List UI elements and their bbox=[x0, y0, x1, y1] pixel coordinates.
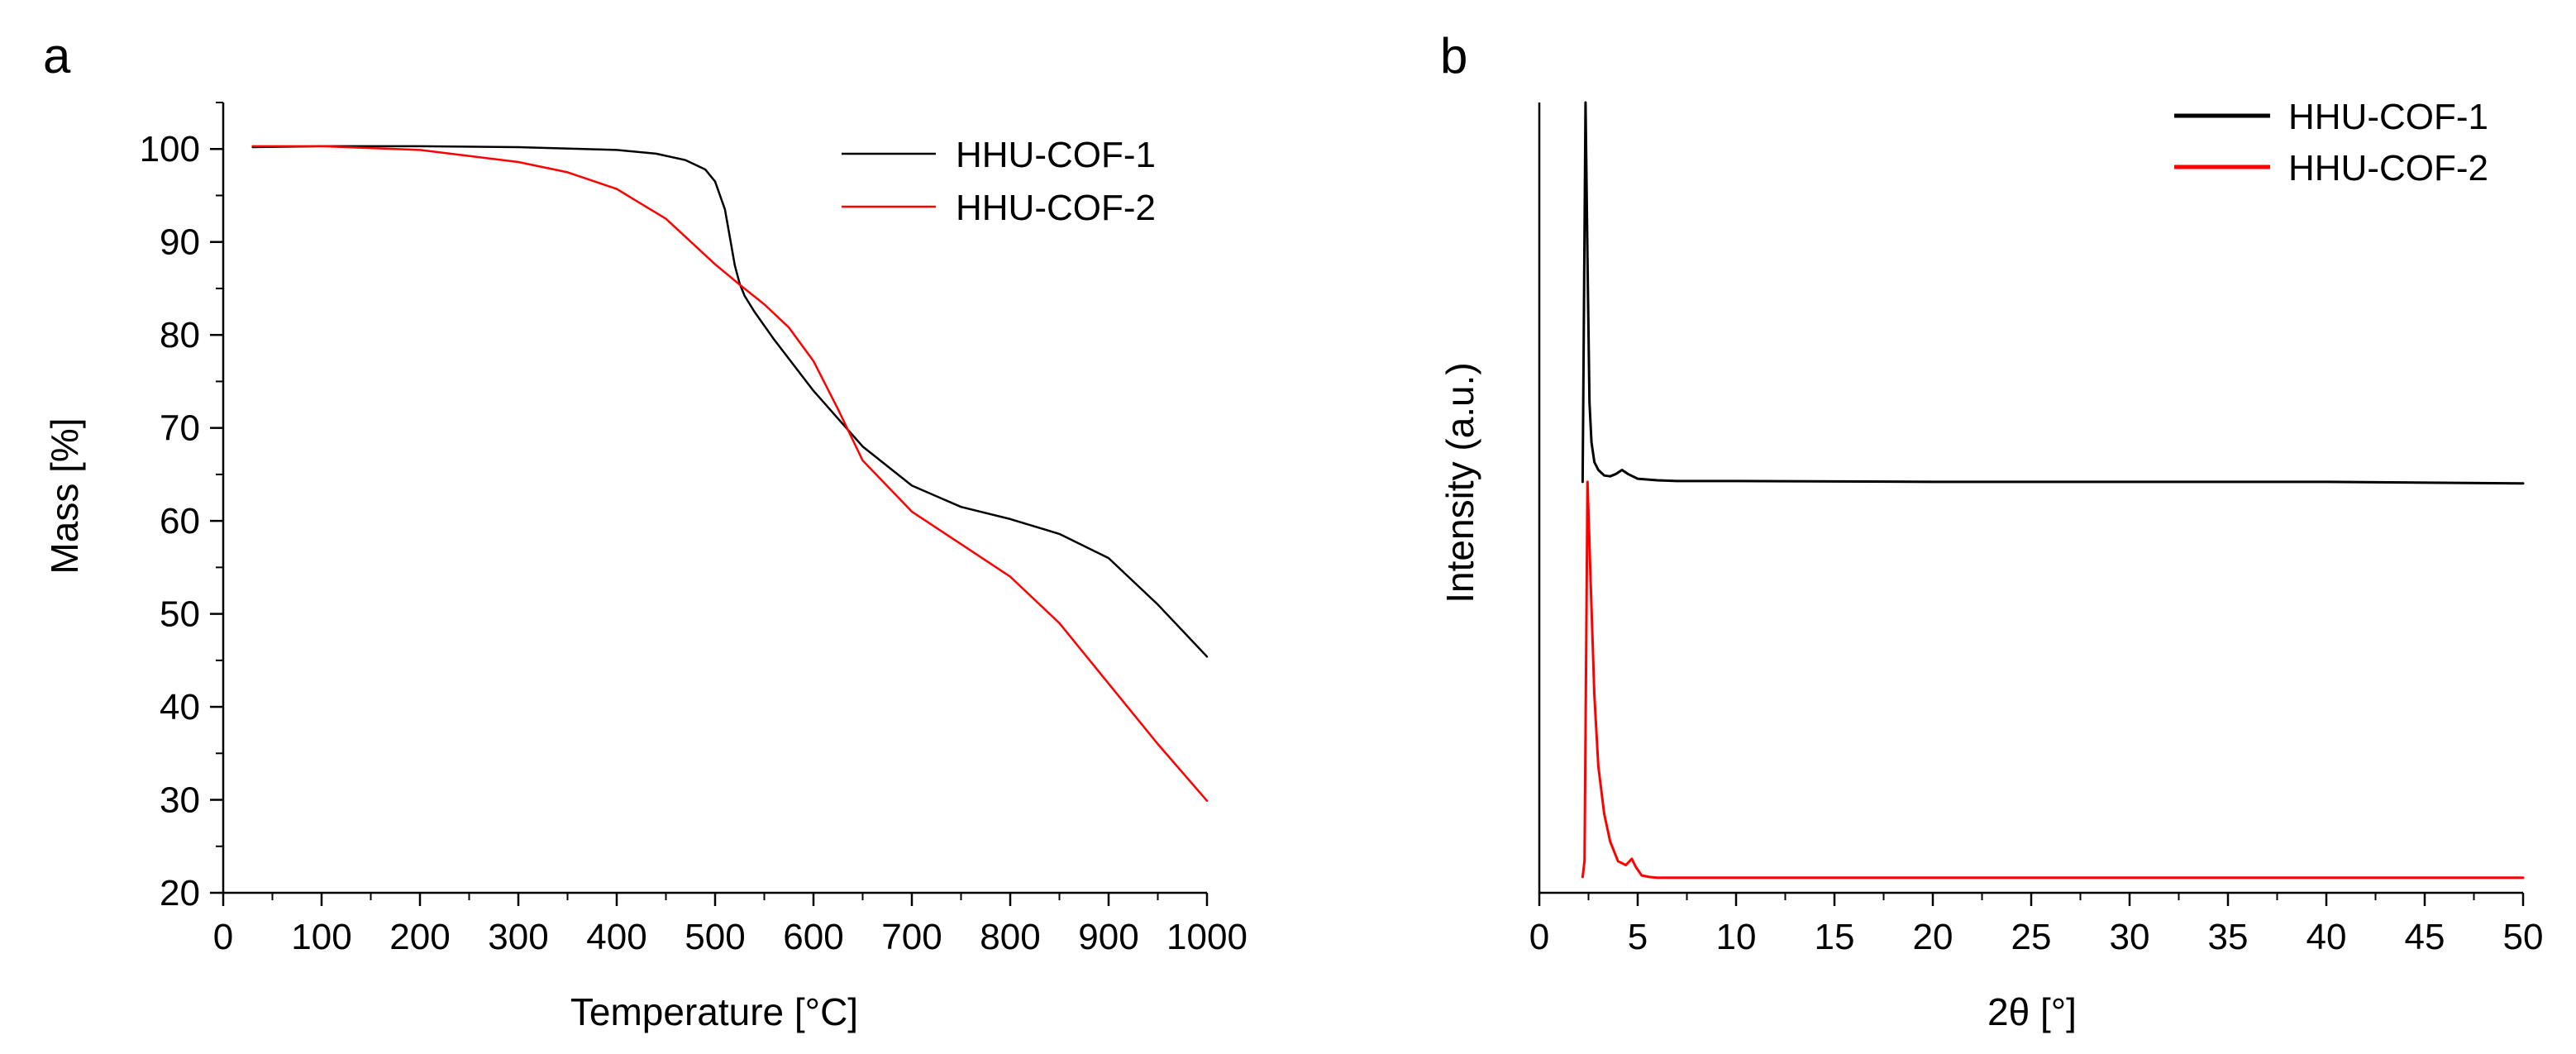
panel-a-plot-area bbox=[251, 145, 1209, 802]
panel-a-y-tick-label: 20 bbox=[160, 873, 200, 913]
panel-a-letter: a bbox=[43, 28, 71, 83]
panel-b-x-tick-label: 50 bbox=[2503, 917, 2544, 957]
panel-a-y-axis-label: Mass [%] bbox=[43, 417, 86, 574]
panel-b-x-tick-label: 5 bbox=[1628, 917, 1648, 957]
panel-b-x-tick-label: 30 bbox=[2110, 917, 2150, 957]
panel-b-x-tick-label: 15 bbox=[1815, 917, 1855, 957]
panel-a-x-tick-label: 200 bbox=[389, 917, 450, 957]
panel-b-series-hhu-cof-2 bbox=[1581, 480, 2525, 880]
panel-a-x-tick-label: 100 bbox=[291, 917, 351, 957]
panel-b: b 0 5 10 15 20 25 30 35 40 45 50 2θ [°] Intensity … bbox=[1438, 28, 2543, 1033]
panel-b-x-tick-label: 20 bbox=[1913, 917, 1953, 957]
panel-a-legend-label-hhu-cof-1: HHU-COF-1 bbox=[956, 135, 1156, 175]
panel-b-legend-label-hhu-cof-1: HHU-COF-1 bbox=[2288, 97, 2488, 137]
panel-b-y-axis-label: Intensity (a.u.) bbox=[1438, 362, 1481, 603]
panel-a-legend: HHU-COF-1 HHU-COF-2 bbox=[842, 135, 1156, 228]
panel-a-y-tick-label: 60 bbox=[160, 501, 200, 541]
panel-a-series-hhu-cof-2 bbox=[251, 145, 1209, 802]
panel-b-x-tick-label: 35 bbox=[2208, 917, 2249, 957]
panel-a-x-tick-label: 300 bbox=[488, 917, 548, 957]
panel-a-y-tick-label: 80 bbox=[160, 315, 200, 355]
panel-a-ticks: 0 100 200 300 400 500 600 700 800 900 1000 20 30 40 50… bbox=[140, 102, 1247, 957]
panel-a: a 0 100 200 300 400 500 600 700 800 900 1000 20 30 40… bbox=[43, 28, 1247, 1033]
panel-b-legend: HHU-COF-1 HHU-COF-2 bbox=[2174, 97, 2488, 188]
panel-b-x-tick-label: 25 bbox=[2011, 917, 2052, 957]
panel-b-letter: b bbox=[1440, 28, 1467, 83]
panel-a-y-tick-label: 90 bbox=[160, 222, 200, 263]
panel-b-series-hhu-cof-1 bbox=[1581, 101, 2525, 485]
panel-a-y-tick-label: 70 bbox=[160, 408, 200, 449]
panel-b-ticks: 0 5 10 15 20 25 30 35 40 45 50 bbox=[1529, 893, 2544, 957]
panel-a-x-tick-label: 500 bbox=[685, 917, 745, 957]
panel-a-x-tick-label: 1000 bbox=[1166, 917, 1247, 957]
panel-a-x-tick-label: 700 bbox=[881, 917, 942, 957]
panel-a-x-tick-label: 600 bbox=[783, 917, 843, 957]
panel-a-x-axis-label: Temperature [°C] bbox=[570, 990, 858, 1033]
panel-b-x-tick-label: 40 bbox=[2306, 917, 2347, 957]
panel-a-x-tick-label: 400 bbox=[586, 917, 646, 957]
panel-b-legend-label-hhu-cof-2: HHU-COF-2 bbox=[2288, 148, 2488, 188]
panel-a-y-tick-label: 100 bbox=[140, 129, 200, 169]
panel-b-plot-area bbox=[1581, 101, 2525, 880]
panel-b-x-tick-label: 0 bbox=[1529, 917, 1549, 957]
panel-a-y-tick-label: 50 bbox=[160, 594, 200, 635]
panel-b-x-tick-label: 45 bbox=[2405, 917, 2445, 957]
panel-a-x-tick-label: 900 bbox=[1078, 917, 1138, 957]
panel-a-y-tick-label: 30 bbox=[160, 780, 200, 821]
panel-b-x-tick-label: 10 bbox=[1716, 917, 1757, 957]
panel-b-axes bbox=[1538, 103, 2523, 894]
panel-a-legend-label-hhu-cof-2: HHU-COF-2 bbox=[956, 188, 1156, 228]
panel-a-y-tick-label: 40 bbox=[160, 687, 200, 727]
panel-b-x-axis-label: 2θ [°] bbox=[1987, 990, 2077, 1033]
panel-a-x-tick-label: 0 bbox=[213, 917, 233, 957]
panel-a-x-tick-label: 800 bbox=[980, 917, 1040, 957]
